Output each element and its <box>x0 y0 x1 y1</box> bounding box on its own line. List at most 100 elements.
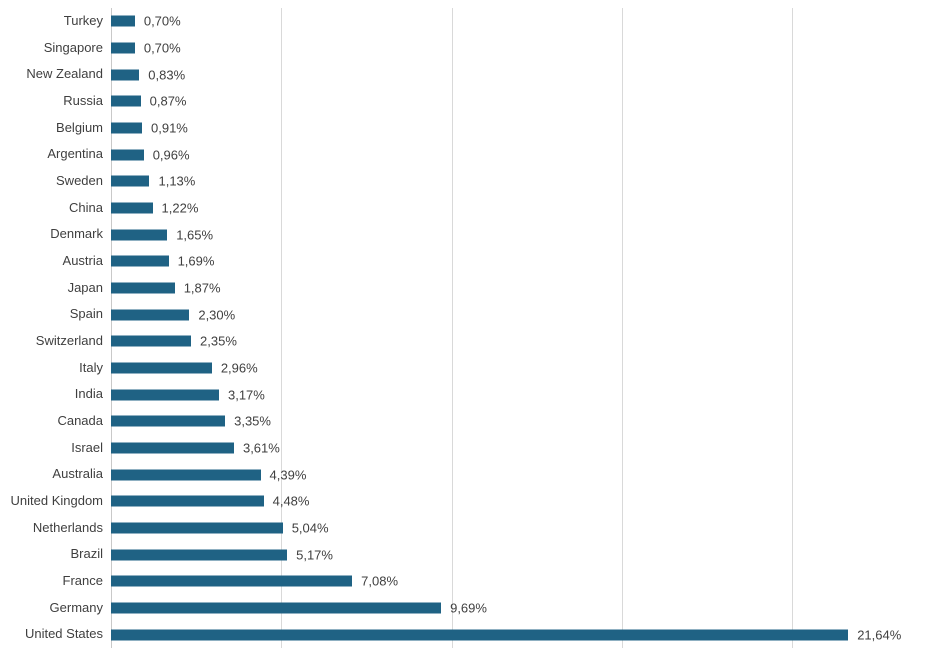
chart-row: Denmark 1,65% <box>0 221 926 248</box>
category-label: Japan <box>67 279 103 295</box>
category-label: United Kingdom <box>10 493 104 508</box>
bar <box>111 122 142 134</box>
value-label: 3,35% <box>234 413 271 429</box>
value-label: 2,35% <box>200 333 237 349</box>
chart-row: Russia 0,87% <box>0 88 926 115</box>
value-label: 1,87% <box>183 280 221 296</box>
category-label: China <box>69 199 103 215</box>
bar <box>111 335 192 347</box>
bar <box>111 415 226 427</box>
value-label: 21,64% <box>857 627 902 643</box>
x-gridline <box>621 8 623 648</box>
value-label: 1,13% <box>158 173 196 189</box>
chart-row: Australia 4,39% <box>0 461 926 488</box>
bar <box>111 389 219 401</box>
value-label: 2,96% <box>220 360 258 376</box>
bar <box>111 175 150 187</box>
bar <box>111 629 849 641</box>
x-gridline <box>792 8 794 648</box>
value-label: 3,61% <box>242 440 280 456</box>
category-label: New Zealand <box>26 66 103 82</box>
chart-row: Belgium 0,91% <box>0 115 926 142</box>
category-label: Turkey <box>63 13 103 28</box>
chart-row: Japan 1,87% <box>0 275 926 302</box>
category-label: Spain <box>69 306 103 322</box>
bar <box>111 149 144 161</box>
chart-row: Singapore 0,70% <box>0 35 926 62</box>
bar <box>111 255 169 267</box>
value-label: 1,22% <box>161 200 199 216</box>
value-label: 5,04% <box>291 520 329 536</box>
bar <box>111 309 190 321</box>
value-label: 2,30% <box>198 307 236 323</box>
bar <box>111 69 140 81</box>
category-label: Singapore <box>43 39 103 55</box>
bar <box>111 95 141 107</box>
category-label: Australia <box>52 466 103 482</box>
category-label: Switzerland <box>35 333 103 348</box>
y-axis-line <box>111 8 112 648</box>
value-label: 0,91% <box>151 120 188 136</box>
bar <box>111 575 353 587</box>
bar <box>111 469 261 481</box>
bar <box>111 42 135 54</box>
bar <box>111 549 288 561</box>
bar <box>111 362 212 374</box>
value-label: 0,70% <box>143 40 181 56</box>
chart-row: United States 21,64% <box>0 621 926 648</box>
chart-row: Netherlands 5,04% <box>0 515 926 542</box>
category-label: Denmark <box>50 226 103 242</box>
category-label: Austria <box>62 253 103 268</box>
value-label: 7,08% <box>361 573 399 589</box>
value-label: 3,17% <box>227 387 265 403</box>
category-label: Israel <box>71 439 103 455</box>
value-label: 4,39% <box>269 467 307 483</box>
chart-row: Spain 2,30% <box>0 301 926 328</box>
chart-row: Israel 3,61% <box>0 435 926 462</box>
bar <box>111 202 153 214</box>
category-label: Sweden <box>56 173 103 188</box>
category-label: Canada <box>57 413 103 428</box>
bar <box>111 15 135 27</box>
bar <box>111 442 234 454</box>
chart-row: Brazil 5,17% <box>0 541 926 568</box>
chart-row: Austria 1,69% <box>0 248 926 275</box>
value-label: 4,48% <box>272 493 310 509</box>
category-label: United States <box>24 626 103 642</box>
value-label: 0,70% <box>143 13 181 29</box>
category-label: Belgium <box>56 119 103 135</box>
category-label: India <box>74 386 103 402</box>
value-label: 0,83% <box>148 67 186 83</box>
value-label: 0,87% <box>149 93 187 109</box>
value-label: 5,17% <box>296 547 333 563</box>
chart-row: Sweden 1,13% <box>0 168 926 195</box>
category-label: Italy <box>79 359 103 375</box>
chart-row: Italy 2,96% <box>0 355 926 382</box>
value-label: 1,69% <box>177 253 215 269</box>
chart-row: Germany 9,69% <box>0 595 926 622</box>
category-label: Germany <box>49 599 103 615</box>
x-gridline <box>281 8 283 648</box>
chart-row: United Kingdom 4,48% <box>0 488 926 515</box>
chart-row: Canada 3,35% <box>0 408 926 435</box>
bar <box>111 522 283 534</box>
category-label: Argentina <box>47 146 103 162</box>
chart-row: India 3,17% <box>0 381 926 408</box>
chart-row: Argentina 0,96% <box>0 141 926 168</box>
bar <box>111 282 175 294</box>
bar <box>111 229 168 241</box>
category-label: France <box>62 573 103 588</box>
chart-row: Switzerland 2,35% <box>0 328 926 355</box>
chart-row: New Zealand 0,83% <box>0 61 926 88</box>
chart-row: China 1,22% <box>0 195 926 222</box>
category-label: Brazil <box>70 546 103 562</box>
value-label: 0,96% <box>152 147 190 163</box>
bar <box>111 495 264 507</box>
category-label: Russia <box>63 93 103 108</box>
category-label: Netherlands <box>32 519 103 535</box>
bar <box>111 602 442 614</box>
x-gridline <box>451 8 453 648</box>
value-label: 1,65% <box>176 227 214 243</box>
value-label: 9,69% <box>450 600 487 616</box>
